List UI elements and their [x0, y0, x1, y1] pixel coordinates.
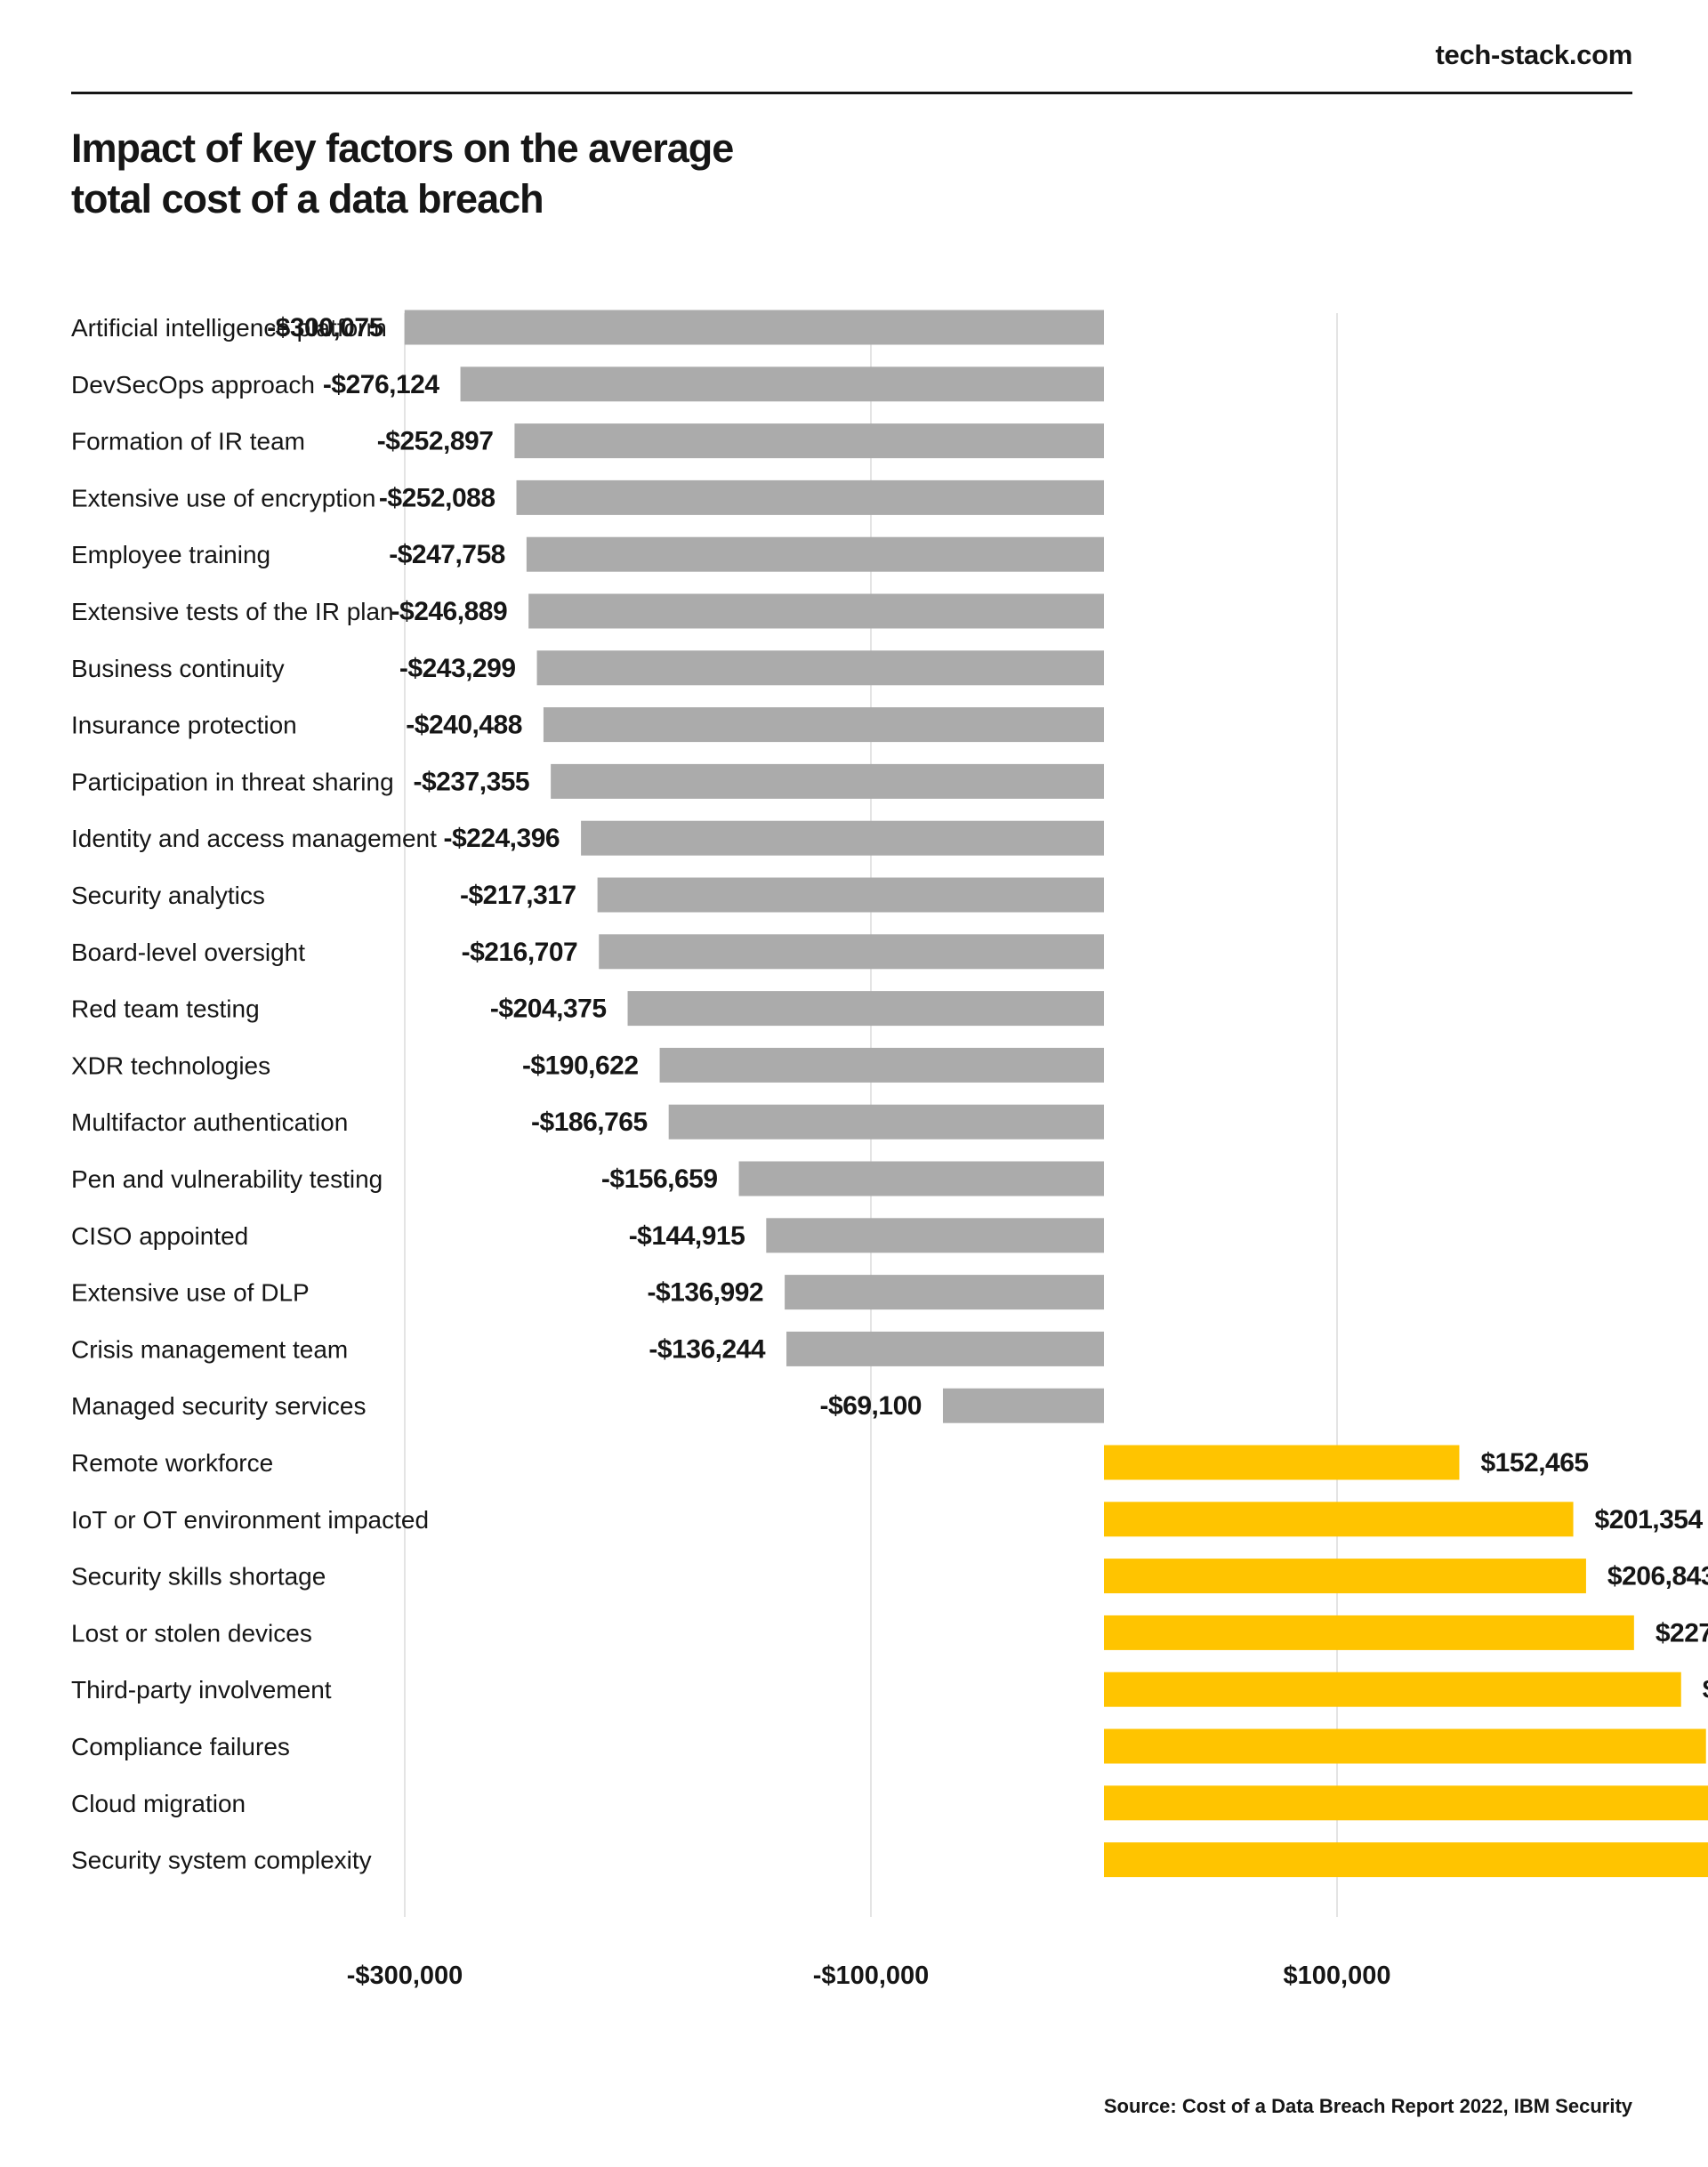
- data-label: -$190,622: [522, 1051, 639, 1080]
- category-label: Compliance failures: [71, 1733, 290, 1760]
- category-label: Security skills shortage: [71, 1563, 326, 1591]
- data-label: -$252,897: [377, 427, 494, 456]
- category-label: DevSecOps approach: [71, 371, 315, 399]
- category-label: Pen and vulnerability testing: [71, 1165, 383, 1193]
- category-label: Formation of IR team: [71, 428, 305, 455]
- data-label: -$276,124: [323, 370, 439, 399]
- x-tick-label: $100,000: [1284, 1962, 1391, 1990]
- data-label: $227,420: [1656, 1618, 1708, 1647]
- category-label: XDR technologies: [71, 1051, 270, 1079]
- bar: [599, 934, 1104, 970]
- data-label: -$144,915: [629, 1221, 745, 1251]
- bar: [526, 536, 1104, 572]
- data-label: -$186,765: [531, 1108, 648, 1137]
- data-label: -$243,299: [399, 654, 516, 683]
- bar: [659, 1047, 1104, 1083]
- category-label: Board-level oversight: [71, 938, 305, 966]
- bar: [514, 423, 1104, 459]
- data-label: -$247,758: [389, 540, 505, 569]
- data-label: -$136,244: [649, 1334, 765, 1364]
- bar: [597, 877, 1104, 913]
- site-name: tech-stack.com: [1435, 39, 1632, 70]
- bar: [1104, 1728, 1706, 1764]
- bar: [738, 1161, 1104, 1196]
- category-label: IoT or OT environment impacted: [71, 1506, 429, 1534]
- data-label: -$300,075: [267, 313, 383, 342]
- chart-title-line-1: Impact of key factors on the average: [71, 125, 734, 171]
- bar: [1104, 1672, 1681, 1707]
- x-tick-label: -$300,000: [347, 1962, 463, 1990]
- bar: [460, 367, 1104, 402]
- header-divider: [71, 92, 1632, 94]
- bar: [528, 593, 1104, 629]
- x-tick-label: -$100,000: [813, 1962, 930, 1990]
- bar: [1104, 1445, 1460, 1480]
- data-label: -$246,889: [391, 597, 508, 626]
- bar: [404, 310, 1105, 345]
- bar: [786, 1331, 1104, 1366]
- bar: [516, 479, 1104, 515]
- category-label: Remote workforce: [71, 1449, 273, 1477]
- chart-title: Impact of key factors on the average tot…: [71, 123, 734, 224]
- bar: [536, 650, 1104, 686]
- category-label: Third-party involvement: [71, 1676, 332, 1704]
- bar: [942, 1388, 1104, 1423]
- bar: [766, 1218, 1104, 1253]
- category-label: Crisis management team: [71, 1335, 348, 1363]
- category-label: Managed security services: [71, 1392, 366, 1420]
- data-label: -$204,375: [490, 995, 607, 1024]
- data-label: -$224,396: [443, 824, 560, 853]
- bar: [1104, 1615, 1634, 1650]
- bar: [543, 707, 1104, 743]
- bar: [551, 763, 1104, 799]
- category-label: Lost or stolen devices: [71, 1619, 312, 1647]
- category-label: Multifactor authentication: [71, 1108, 348, 1136]
- chart-title-line-2: total cost of a data breach: [71, 176, 544, 222]
- data-label: -$240,488: [406, 711, 522, 740]
- bar: [1104, 1502, 1574, 1537]
- data-label: $152,465: [1480, 1448, 1588, 1478]
- data-label: $206,843: [1607, 1562, 1708, 1591]
- category-label: Extensive use of DLP: [71, 1279, 310, 1307]
- data-label: -$252,088: [379, 483, 495, 512]
- bar: [785, 1275, 1104, 1310]
- category-label: Insurance protection: [71, 712, 297, 739]
- bar: [668, 1104, 1104, 1140]
- data-label: -$217,317: [460, 881, 576, 910]
- category-label: Employee training: [71, 541, 270, 568]
- bar-chart: -$500,000-$300,000-$100,000$100,000$300,…: [71, 310, 1708, 1990]
- data-label: -$216,707: [462, 938, 578, 967]
- source-note: Source: Cost of a Data Breach Report 202…: [1103, 2095, 1632, 2117]
- data-label: -$237,355: [414, 767, 530, 796]
- category-label: Identity and access management: [71, 825, 437, 852]
- bar: [581, 820, 1104, 856]
- category-label: Cloud migration: [71, 1790, 246, 1817]
- category-label: Artificial intelligence platform: [71, 314, 387, 342]
- category-label: Participation in threat sharing: [71, 768, 394, 795]
- category-label: Business continuity: [71, 655, 285, 682]
- data-label: $247,624: [1703, 1675, 1708, 1704]
- category-label: Extensive use of encryption: [71, 484, 375, 512]
- category-label: Security system complexity: [71, 1847, 372, 1874]
- bar: [1104, 1559, 1586, 1594]
- data-label: $201,354: [1595, 1505, 1704, 1535]
- category-label: Red team testing: [71, 995, 260, 1023]
- category-label: CISO appointed: [71, 1222, 248, 1250]
- bar: [1104, 1842, 1708, 1878]
- bar: [627, 991, 1104, 1027]
- data-label: -$156,659: [601, 1164, 718, 1194]
- category-label: Security analytics: [71, 882, 265, 909]
- category-label: Extensive tests of the IR plan: [71, 598, 394, 625]
- bar: [1104, 1785, 1708, 1821]
- data-label: -$69,100: [820, 1391, 922, 1421]
- data-label: -$136,992: [647, 1278, 763, 1308]
